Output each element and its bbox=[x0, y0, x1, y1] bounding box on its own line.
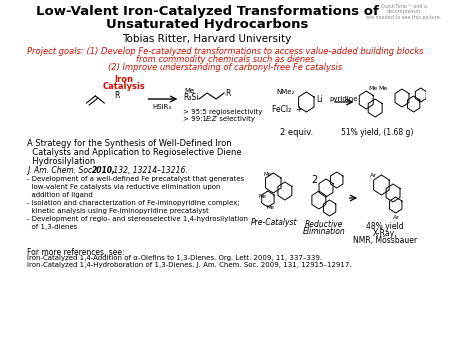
Text: (2) Improve understanding of carbonyl-free Fe catalysis: (2) Improve understanding of carbonyl-fr… bbox=[108, 63, 342, 72]
Text: A Strategy for the Synthesis of Well-Defined Iron: A Strategy for the Synthesis of Well-Def… bbox=[27, 139, 232, 148]
Text: X-Ray,: X-Ray, bbox=[373, 229, 397, 238]
Text: Project goals: (1) Develop Fe-catalyzed transformations to access value-added bu: Project goals: (1) Develop Fe-catalyzed … bbox=[27, 47, 423, 56]
Text: For more references, see:: For more references, see: bbox=[27, 248, 125, 257]
Text: R: R bbox=[225, 89, 230, 97]
Text: low-valent Fe catalysts via reductive elimination upon: low-valent Fe catalysts via reductive el… bbox=[27, 184, 221, 190]
Text: > 95:5 regioselectivity: > 95:5 regioselectivity bbox=[183, 109, 262, 115]
Text: Iron-Catalyzed 1,4-Addition of α-Olefins to 1,3-Dienes. Org. Lett. 2009, 11, 337: Iron-Catalyzed 1,4-Addition of α-Olefins… bbox=[27, 255, 323, 261]
Text: 2 equiv.: 2 equiv. bbox=[280, 128, 313, 137]
Text: NMR, Mössbauer: NMR, Mössbauer bbox=[353, 236, 417, 245]
Text: Me: Me bbox=[263, 172, 271, 177]
Text: R: R bbox=[114, 92, 120, 100]
Text: J. Am. Chem. Soc.: J. Am. Chem. Soc. bbox=[27, 166, 98, 175]
Text: selectivity: selectivity bbox=[217, 116, 255, 122]
Text: HSiR₃: HSiR₃ bbox=[152, 104, 171, 110]
Text: addition of ligand: addition of ligand bbox=[27, 192, 93, 198]
Text: pyridine: pyridine bbox=[330, 96, 358, 102]
Text: - Isolation and characterization of Fe-iminopyridine complex;: - Isolation and characterization of Fe-i… bbox=[27, 200, 240, 206]
Text: Me: Me bbox=[184, 88, 194, 94]
Text: FeCl₂  +: FeCl₂ + bbox=[272, 105, 303, 114]
Text: Catalysts and Application to Regioselective Diene: Catalysts and Application to Regioselect… bbox=[27, 148, 242, 157]
Text: > 99:1: > 99:1 bbox=[183, 116, 209, 122]
Text: Iron: Iron bbox=[114, 75, 134, 84]
Text: of 1,3-dienes: of 1,3-dienes bbox=[27, 224, 78, 230]
Text: Ar: Ar bbox=[393, 215, 400, 220]
Text: Iron-Catalyzed 1,4-Hydroboration of 1,3-Dienes. J. Am. Chem. Soc. 2009, 131, 129: Iron-Catalyzed 1,4-Hydroboration of 1,3-… bbox=[27, 262, 352, 268]
Text: 48% yield: 48% yield bbox=[366, 222, 404, 231]
Text: Me: Me bbox=[259, 194, 267, 199]
Text: Li: Li bbox=[316, 96, 323, 104]
Text: Hydrosilylation: Hydrosilylation bbox=[27, 157, 96, 166]
Text: Elimination: Elimination bbox=[303, 227, 346, 236]
Text: Catalysis: Catalysis bbox=[103, 82, 145, 91]
Text: kinetic analysis using Fe-iminopyridine precatalyst: kinetic analysis using Fe-iminopyridine … bbox=[27, 208, 209, 214]
Text: E:Z: E:Z bbox=[206, 116, 218, 122]
Text: Unsaturated Hydrocarbons: Unsaturated Hydrocarbons bbox=[106, 18, 308, 31]
Text: - Development of a well-defined Fe precatalyst that generates: - Development of a well-defined Fe preca… bbox=[27, 176, 245, 182]
Text: Pre-Catalyst: Pre-Catalyst bbox=[251, 218, 297, 227]
Text: Me: Me bbox=[266, 205, 274, 210]
Text: Ar: Ar bbox=[370, 173, 377, 178]
Text: 132, 13214–13216.: 132, 13214–13216. bbox=[112, 166, 188, 175]
Text: Tobias Ritter, Harvard University: Tobias Ritter, Harvard University bbox=[122, 34, 292, 44]
Text: QuickTime™ and a
decompressor
are needed to see this picture.: QuickTime™ and a decompressor are needed… bbox=[366, 3, 441, 20]
Text: Me: Me bbox=[368, 86, 377, 91]
Text: R₃Si: R₃Si bbox=[183, 94, 198, 102]
Text: Me: Me bbox=[379, 86, 388, 91]
Text: - Development of regio- and stereoselective 1,4-hydrosilylation: - Development of regio- and stereoselect… bbox=[27, 216, 248, 222]
Text: 51% yield, (1.68 g): 51% yield, (1.68 g) bbox=[341, 128, 413, 137]
Text: Low-Valent Iron-Catalyzed Transformations of: Low-Valent Iron-Catalyzed Transformation… bbox=[36, 5, 378, 18]
Text: Reductive: Reductive bbox=[305, 220, 343, 229]
Text: NMe₂: NMe₂ bbox=[276, 89, 294, 95]
Text: 2010,: 2010, bbox=[92, 166, 116, 175]
Text: 2: 2 bbox=[311, 175, 318, 185]
Text: from commodity chemicals such as dienes: from commodity chemicals such as dienes bbox=[136, 55, 314, 64]
